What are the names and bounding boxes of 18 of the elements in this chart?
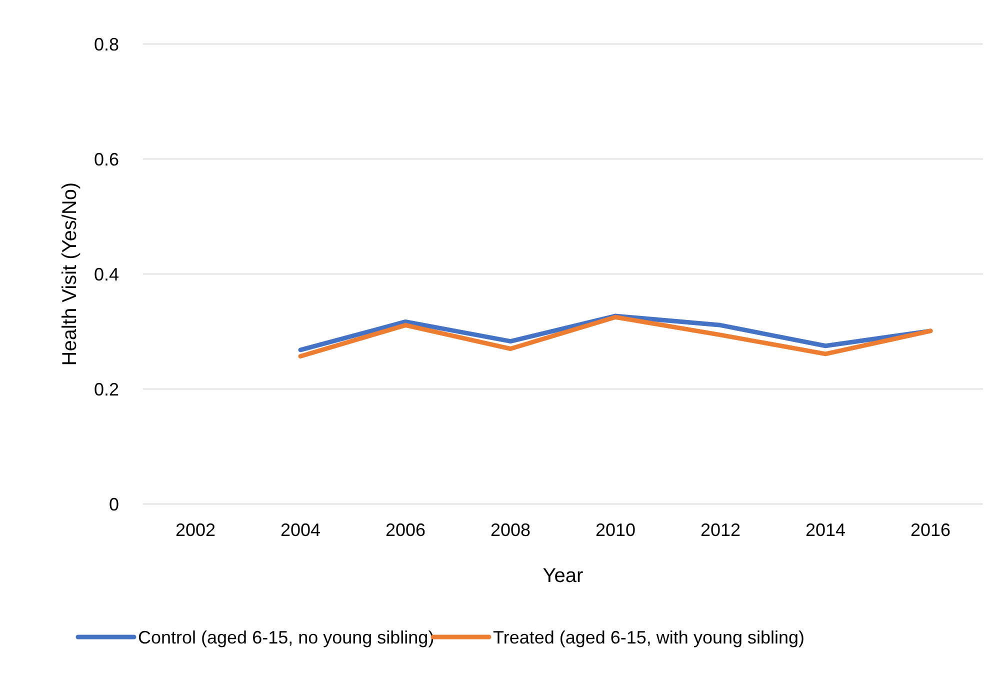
x-tick-label: 2010	[595, 520, 636, 540]
x-axis-title: Year	[542, 565, 584, 587]
x-tick-label: 2008	[490, 520, 531, 540]
x-tick-label: 2016	[910, 520, 951, 540]
y-tick-label: 0.2	[94, 379, 119, 400]
x-tick-label: 2004	[280, 520, 321, 540]
x-tick-label: 2002	[175, 520, 216, 540]
y-tick-label: 0.6	[94, 149, 119, 170]
y-tick-label: 0	[108, 494, 119, 514]
y-tick-label: 0.8	[94, 34, 119, 54]
x-tick-label: 2012	[700, 520, 741, 540]
line-series	[298, 314, 933, 358]
legend-label: Treated (aged 6-15, with young sibling)	[493, 627, 805, 648]
x-tick-label: 2014	[805, 520, 846, 540]
y-axis-title: Health Visit (Yes/No)	[59, 182, 81, 366]
legend-label: Control (aged 6-15, no young sibling)	[138, 627, 434, 648]
y-tick-label: 0.4	[94, 264, 119, 284]
x-tick-label: 2006	[385, 520, 426, 540]
